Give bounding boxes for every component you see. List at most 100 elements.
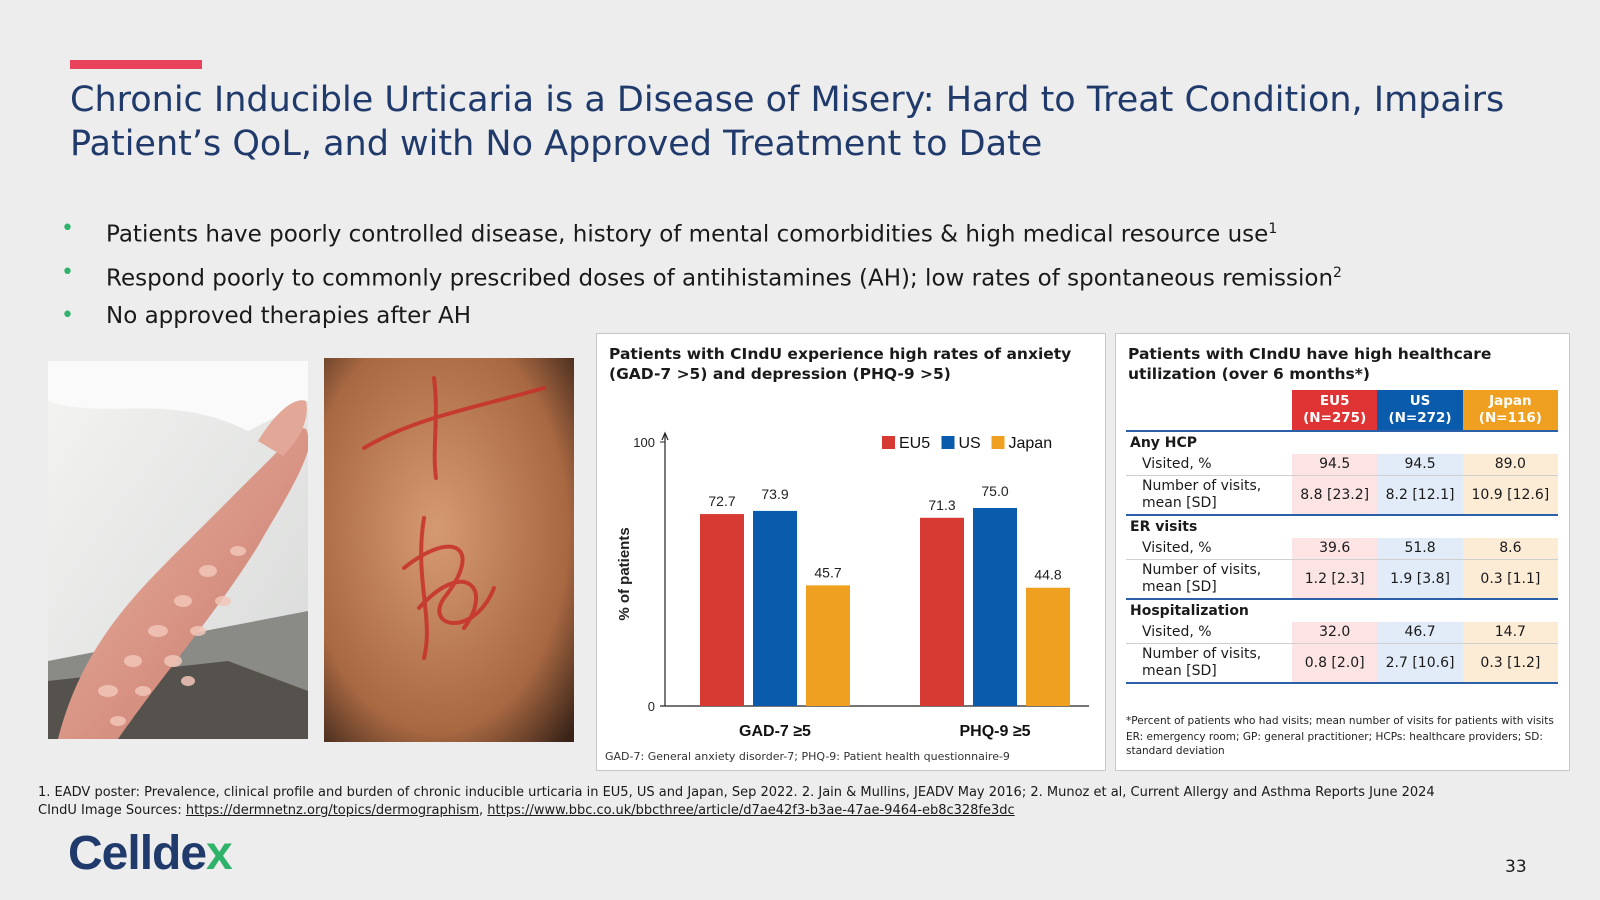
table-cell-us: 94.5 [1377,454,1463,476]
bullet-text: Respond poorly to commonly prescribed do… [106,265,1334,292]
bullet-footnote-ref: 1 [1268,221,1278,237]
row-label-line: Number of visits, [1142,646,1262,662]
group-label: Hospitalization [1126,598,1558,622]
table-cell-us: 8.2 [12.1] [1377,475,1463,516]
x-category-label: GAD-7 ≥5 [739,723,811,740]
table-row: Number of visits, mean [SD] 8.8 [23.2] 8.2 … [1126,475,1558,516]
row-label: Number of visits, mean [SD] [1126,643,1292,684]
table-row: Visited, % 39.6 51.8 8.6 [1126,538,1558,560]
dermnet-source-link[interactable]: https://dermnetnz.org/topics/dermographi… [185,803,480,818]
bar-value-label: 44.8 [1034,567,1061,583]
legend-label-japan: Japan [1009,435,1053,452]
table-cell-eu5: 0.8 [2.0] [1292,643,1378,684]
bar-value-label: 71.3 [928,497,955,513]
row-label-line: Number of visits, [1142,562,1262,578]
row-label: Number of visits, mean [SD] [1126,475,1292,516]
bar-eu5-1 [700,514,744,706]
table-row: Visited, % 32.0 46.7 14.7 [1126,622,1558,644]
bar-japan-1 [806,585,850,706]
table-panel-title: Patients with CIndU have high healthcare… [1128,344,1491,384]
table-row: Number of visits, mean [SD] 0.8 [2.0] 2.7 [… [1126,643,1558,684]
table-header-blank [1126,390,1292,431]
bbc-source-link[interactable]: https://www.bbc.co.uk/bbcthree/article/d… [487,803,1015,818]
slide-title: Chronic Inducible Urticaria is a Disease… [70,78,1550,166]
bullet-footnote-ref: 2 [1333,264,1342,281]
group-label: Any HCP [1126,430,1558,454]
legend-swatch-japan [991,436,1005,449]
bullet-list: • Patients have poorly controlled disease… [58,210,1342,335]
dermographism-writing-photo [324,358,574,742]
table-cell-japan: 14.7 [1462,622,1558,644]
table-panel-title-line1: Patients with CIndU have high healthcare [1128,345,1492,363]
y-axis-label: % of patients [616,527,633,620]
table-cell-us: 1.9 [3.8] [1377,559,1463,600]
bar-value-label: 73.9 [761,486,788,502]
table-cell-eu5: 32.0 [1292,622,1378,644]
column-n: (N=275) [1303,410,1367,426]
bar-us-1 [753,510,797,706]
table-cell-eu5: 1.2 [2.3] [1292,559,1378,600]
legend-swatch-us [941,436,955,449]
row-label-line: Number of visits, [1142,478,1262,494]
logo-x: x [206,827,233,880]
row-label: Visited, % [1126,454,1292,476]
bullet-item: • Patients have poorly controlled disease… [58,210,1342,254]
footnote-references: 1. EADV poster: Prevalence, clinical pro… [38,785,1435,800]
table-row: Visited, % 94.5 94.5 89.0 [1126,454,1558,476]
table-cell-eu5: 94.5 [1292,454,1378,476]
column-name: EU5 [1319,393,1350,409]
table-cell-japan: 89.0 [1462,454,1558,476]
row-label: Visited, % [1126,622,1292,644]
footnotes: 1. EADV poster: Prevalence, clinical pro… [38,784,1435,820]
table-cell-japan: 10.9 [12.6] [1462,475,1558,516]
column-n: (N=272) [1388,410,1452,426]
bar-us-2 [973,508,1017,706]
bar-value-label: 72.7 [708,493,735,509]
bullet-text: No approved therapies after AH [106,303,472,330]
healthcare-utilization-panel: Patients with CIndU have high healthcare… [1115,333,1570,771]
anxiety-depression-chart-panel: Patients with CIndU experience high rate… [596,333,1106,771]
y-tick-label: 100 [633,435,655,450]
bar-chart: 0 100 % of patients 72.7 73.9 45.7 GAD-7 ≥5 71.… [616,431,1089,740]
table-note-abbreviations: ER: emergency room; GP: general practiti… [1126,731,1543,757]
table-group-row: Any HCP [1126,430,1558,454]
link-separator: , [479,803,488,818]
legend-label-eu5: EU5 [899,435,930,452]
legend-swatch-eu5 [882,436,895,449]
logo-text: Cellde [68,827,207,880]
footnote-image-sources: CIndU Image Sources: https://dermnetnz.o… [38,802,1435,820]
row-label: Number of visits, mean [SD] [1126,559,1292,600]
row-label-line: mean [SD] [1142,579,1217,595]
bullet-dot-icon: • [61,259,74,285]
column-header-us: US (N=272) [1377,390,1463,431]
table-note-percent: *Percent of patients who had visits; mea… [1126,715,1554,727]
y-axis-arrow [661,431,669,441]
chart-panel-title-line1: Patients with CIndU experience high rate… [609,345,1072,363]
table-cell-japan: 8.6 [1462,538,1558,560]
table-cell-japan: 0.3 [1.2] [1462,643,1558,684]
column-header-eu5: EU5 (N=275) [1292,390,1378,431]
chart-panel-title-line2: (GAD-7 >5) and depression (PHQ-9 >5) [609,365,951,383]
bar-eu5-2 [920,517,964,706]
row-label-line: mean [SD] [1142,495,1217,511]
row-label-line: Visited, % [1142,456,1212,472]
bar-value-label: 45.7 [814,564,841,580]
table-cell-japan: 0.3 [1.1] [1462,559,1558,600]
utilization-table: EU5 (N=275) US (N=272) Japan (N=116) Any HCP Vi… [1126,390,1558,684]
group-label: ER visits [1126,514,1558,538]
row-label: Visited, % [1126,538,1292,560]
bullet-dot-icon: • [61,216,74,241]
bar-japan-2 [1026,587,1070,706]
x-category-label: PHQ-9 ≥5 [959,723,1030,740]
table-group-row: Hospitalization [1126,598,1558,622]
page-number: 33 [1505,857,1527,877]
legend-label-us: US [959,435,981,452]
y-tick-label: 0 [648,699,655,714]
slide-title-line2: Patient’s QoL, and with No Approved Trea… [70,124,1043,164]
bullet-text: Patients have poorly controlled disease,… [106,221,1269,248]
slide-title-line1: Chronic Inducible Urticaria is a Disease… [70,80,1505,120]
column-n: (N=116) [1478,410,1542,426]
chart-footnote: GAD-7: General anxiety disorder-7; PHQ-9… [605,750,1010,763]
table-cell-us: 2.7 [10.6] [1377,643,1463,684]
celldex-logo: Celldex [68,827,233,880]
